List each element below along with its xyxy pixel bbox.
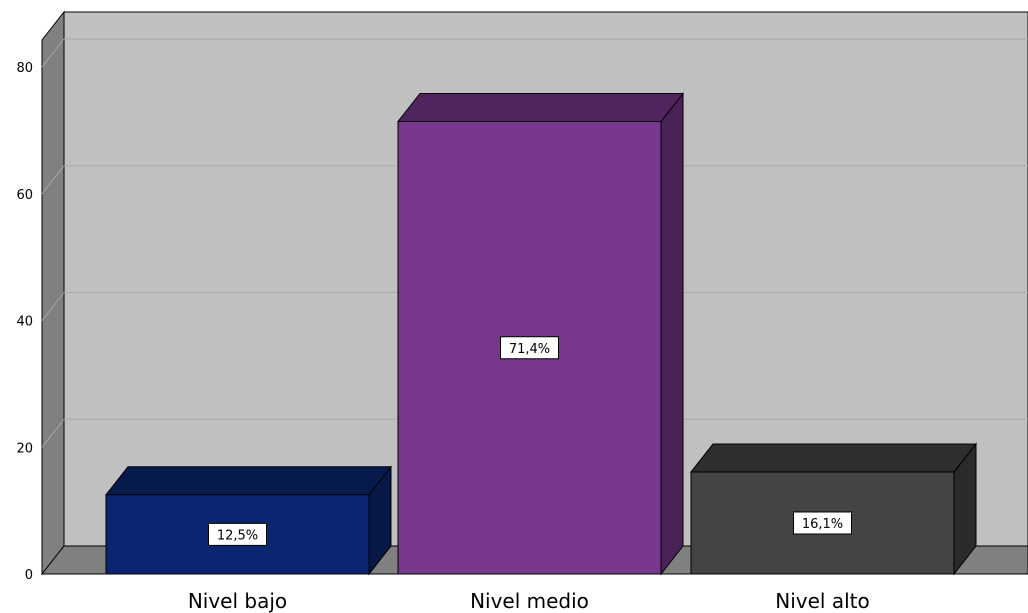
x-axis: Nivel bajo Nivel medio Nivel alto: [188, 589, 870, 613]
y-tick-label: 40: [16, 315, 33, 330]
y-tick-label: 80: [16, 61, 33, 76]
gridline-side: [41, 292, 65, 321]
x-category-label: Nivel alto: [775, 589, 869, 613]
side-wall: [41, 10, 65, 576]
data-label-box: [208, 522, 267, 546]
bar-top: [104, 466, 393, 496]
y-tick-label: 20: [16, 441, 33, 456]
y-tick-label: 60: [16, 188, 33, 203]
gridline-side: [41, 418, 65, 448]
bar-top: [689, 443, 978, 473]
x-category-label: Nivel medio: [470, 589, 589, 613]
data-label: 16,1%: [802, 517, 843, 532]
data-label: 12,5%: [217, 528, 258, 543]
data-label-box: [793, 511, 852, 535]
x-category-label: Nivel bajo: [188, 589, 287, 613]
gridline-side: [41, 165, 65, 195]
y-axis: 0 20 40 60 80: [16, 61, 33, 583]
bar-2: 71,4%: [396, 92, 685, 576]
data-label: 71,4%: [509, 342, 550, 357]
bars: 12,5% 71,4% 16,1%: [104, 92, 978, 576]
data-label-box: [500, 336, 559, 360]
bar-1: 12,5%: [104, 465, 393, 576]
y-tick-label: 0: [25, 568, 33, 583]
bar-3: 16,1%: [689, 442, 978, 576]
gridline-side: [41, 38, 65, 68]
bar-top: [396, 93, 685, 123]
bar-side: [660, 92, 684, 576]
